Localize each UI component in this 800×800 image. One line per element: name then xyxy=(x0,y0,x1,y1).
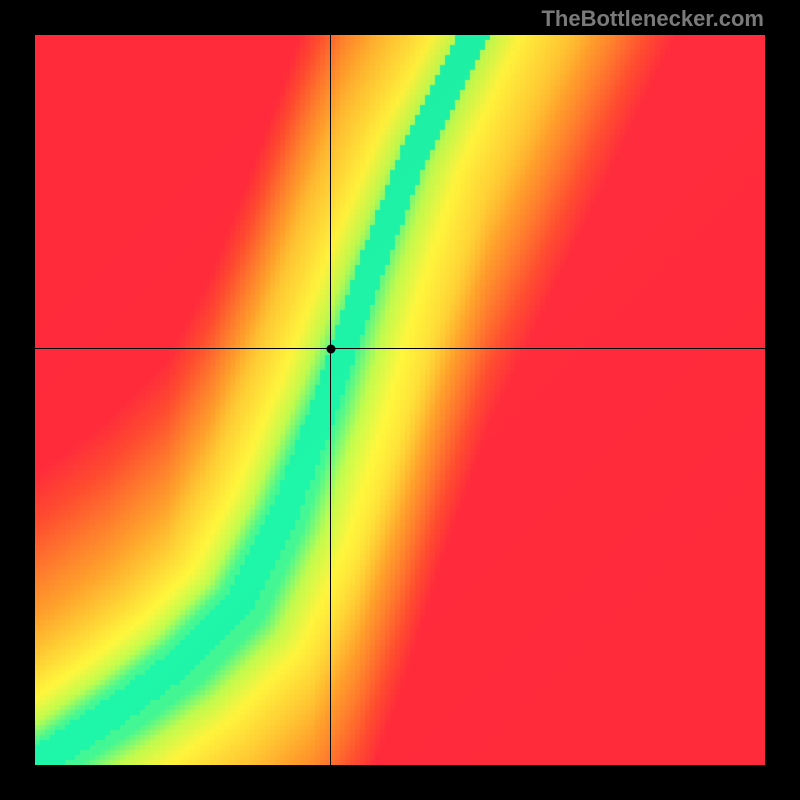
bottleneck-heatmap xyxy=(35,35,765,765)
frame-bottom xyxy=(0,765,800,800)
frame-right xyxy=(765,0,800,800)
attribution-label: TheBottlenecker.com xyxy=(541,6,764,32)
frame-left xyxy=(0,0,35,800)
